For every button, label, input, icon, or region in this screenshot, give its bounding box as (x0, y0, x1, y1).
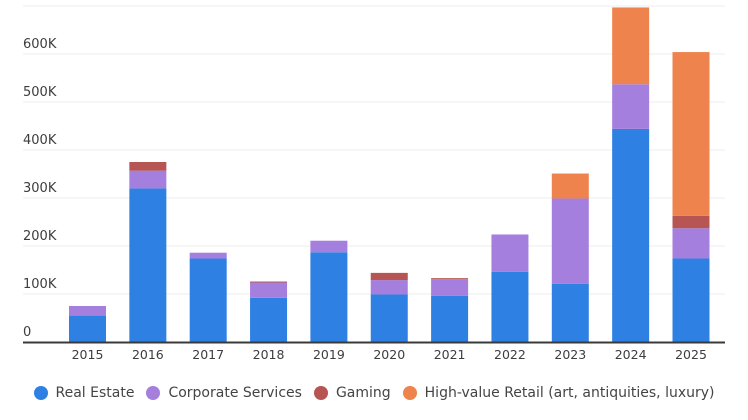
y-tick-label: 300K (23, 181, 57, 196)
x-tick-label: 2015 (72, 347, 104, 362)
bar-segment-gaming (431, 278, 469, 280)
legend-label: Corporate Services (168, 385, 302, 401)
y-tick-label: 100K (23, 277, 57, 292)
x-tick-label: 2019 (313, 347, 345, 362)
legend-swatch-icon (313, 386, 328, 400)
bar-segment-corporate (612, 84, 650, 129)
x-tick-label: 2025 (675, 347, 707, 362)
bar-segment-real (69, 315, 106, 342)
y-tick-label: 0 (23, 325, 31, 340)
x-tick-label: 2016 (132, 347, 164, 362)
x-tick-label: 2018 (253, 347, 285, 362)
bar-stack-2022 (491, 234, 529, 342)
x-tick-label: 2022 (494, 347, 526, 362)
legend-swatch-icon (33, 386, 48, 400)
x-tick-label: 2021 (434, 347, 466, 362)
y-tick-label: 700K (23, 0, 57, 4)
bar-segment-high-value (612, 7, 650, 85)
bar-segment-corporate (310, 240, 348, 253)
legend-label: Real Estate (55, 385, 135, 401)
bar-segment-high-value (672, 52, 710, 216)
bar-segment-gaming (370, 272, 408, 281)
x-tick-label: 2023 (554, 347, 586, 362)
bar-stack-2015 (69, 306, 106, 342)
bar-segment-real (310, 252, 348, 342)
bar-stack-2021 (431, 278, 469, 342)
bar-segment-corporate (250, 282, 288, 298)
stacked-bar-chart: 0100K200K300K400K500K600K700K 2015201620… (23, 0, 725, 362)
legend-item: Gaming (313, 385, 391, 401)
bar-stack-2025 (672, 52, 710, 342)
bar-stack-2017 (189, 252, 227, 342)
bar-segment-real (250, 297, 288, 342)
bar-segment-gaming (129, 162, 167, 171)
y-tick-label: 600K (23, 37, 57, 52)
bar-stack-2016 (129, 162, 167, 342)
legend-item: High-value Retail (art, antiquities, lux… (402, 385, 715, 401)
y-tick-label: 200K (23, 229, 57, 244)
bar-stack-2023 (551, 173, 589, 342)
x-axis-ticks: 2015 2016 2017 2018 2019 2020 2021 2022 2023 2024… (72, 347, 707, 362)
y-tick-label: 500K (23, 85, 57, 100)
legend-item: Corporate Services (146, 385, 302, 401)
bar-segment-corporate (551, 198, 589, 284)
bar-segment-corporate (69, 306, 106, 316)
legend: Real Estate Corporate Services Gaming High-… (0, 382, 748, 404)
y-tick-label: 400K (23, 133, 57, 148)
bar-stack-2018 (250, 281, 288, 342)
bar-segment-corporate (129, 170, 167, 189)
bar-segment-corporate (370, 280, 408, 295)
legend-item: Real Estate (33, 385, 135, 401)
bar-segment-corporate (431, 279, 469, 296)
bar-stack-2019 (310, 240, 348, 342)
bar-stack-2024 (612, 7, 650, 342)
bar-stack-2020 (370, 272, 408, 342)
bar-segment-real (551, 283, 589, 342)
bar-segment-real (370, 294, 408, 342)
legend-swatch-icon (146, 386, 161, 400)
legend-swatch-icon (402, 386, 417, 400)
bar-segment-corporate (672, 228, 710, 259)
x-tick-label: 2017 (192, 347, 224, 362)
bar-segment-gaming (672, 215, 710, 229)
bar-segment-real (491, 271, 529, 342)
bar-segment-real (672, 258, 710, 342)
y-axis-ticks: 0 100K 200K 300K 400K 500K 600K 700K (23, 0, 57, 340)
bar-segment-real (612, 128, 650, 342)
bars (69, 7, 710, 342)
x-tick-label: 2020 (373, 347, 405, 362)
x-tick-label: 2024 (615, 347, 647, 362)
bar-segment-real (129, 188, 167, 342)
legend-label: Gaming (335, 385, 391, 401)
bar-segment-corporate (189, 252, 227, 259)
legend-label: High-value Retail (art, antiquities, lux… (424, 385, 715, 401)
bar-segment-high-value (551, 173, 589, 199)
bar-segment-real (431, 295, 469, 342)
bar-segment-corporate (491, 234, 529, 272)
bar-segment-real (189, 258, 227, 342)
bar-segment-gaming (250, 281, 288, 283)
